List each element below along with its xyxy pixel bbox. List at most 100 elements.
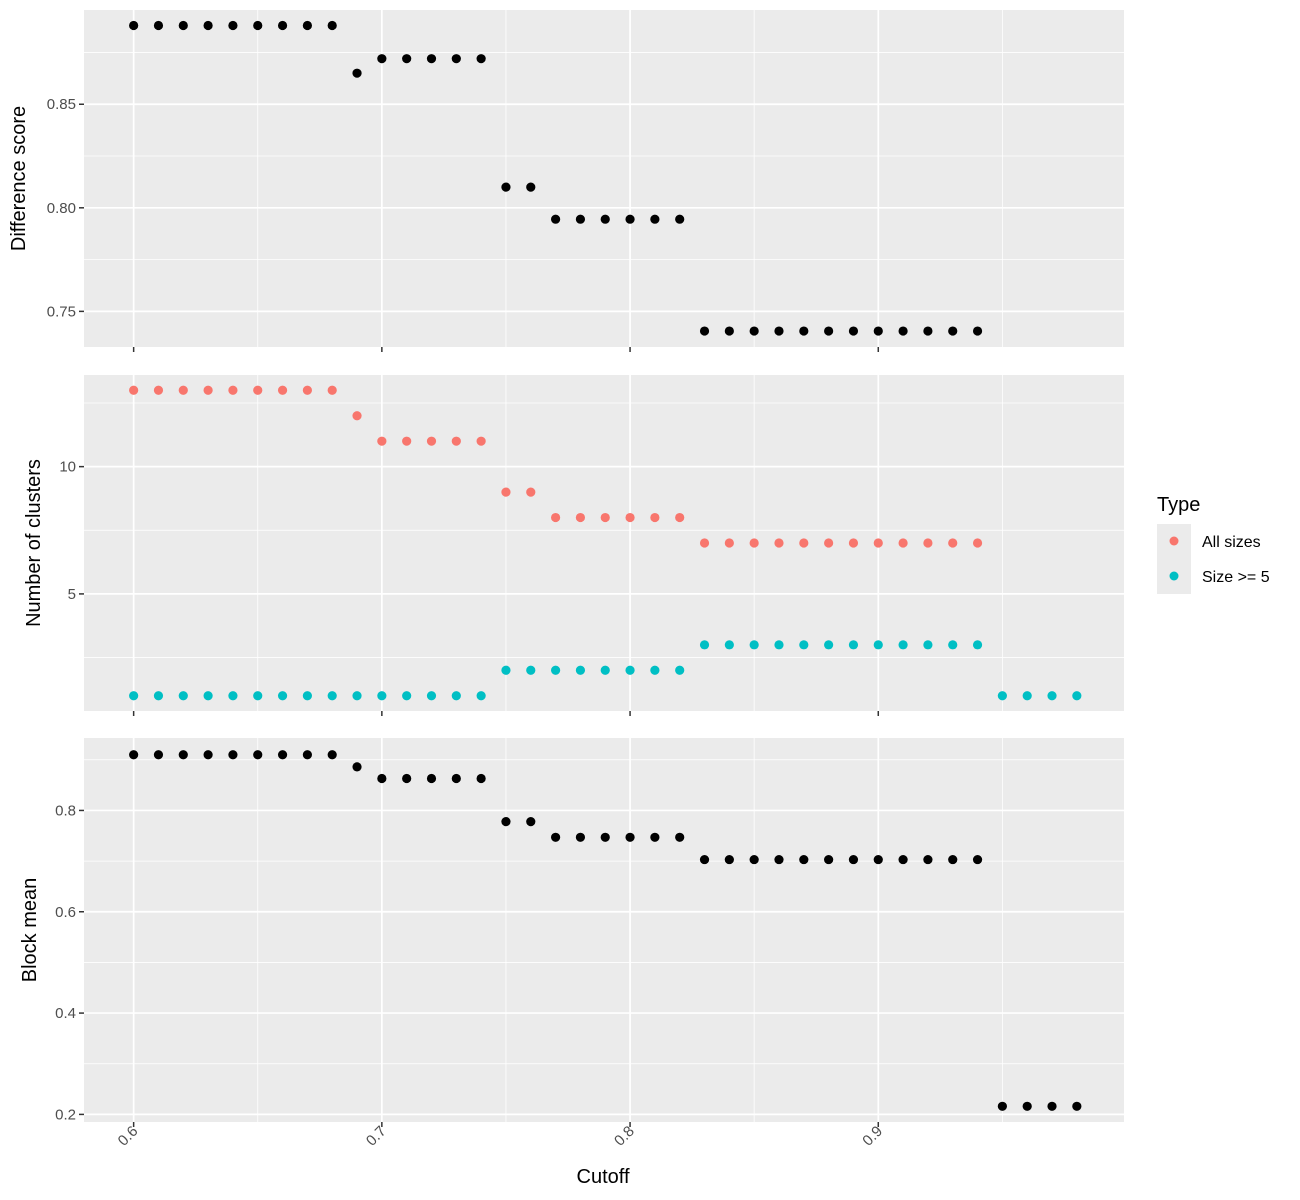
data-point: [302, 750, 312, 760]
legend: Type All sizes Size >= 5: [1157, 494, 1270, 594]
data-point: [377, 773, 387, 784]
y-tick-label: 0.80: [47, 200, 76, 217]
data-point: [253, 691, 263, 701]
y-tick-label: 0.8: [55, 802, 76, 819]
data-point: [948, 326, 958, 336]
data-point: [625, 665, 635, 675]
data-point: [526, 665, 536, 675]
panel-background: [84, 10, 1124, 347]
data-point: [848, 326, 859, 336]
data-point: [749, 538, 759, 548]
data-point: [1072, 1101, 1082, 1111]
data-point: [824, 326, 834, 336]
data-point: [426, 54, 437, 64]
data-point: [650, 512, 660, 523]
data-point: [898, 538, 908, 548]
data-point: [129, 385, 139, 395]
data-point: [575, 832, 586, 842]
series-1: [129, 20, 983, 336]
data-point: [153, 385, 164, 395]
data-point: [873, 854, 883, 865]
data-point: [923, 854, 933, 865]
y-axis-title: Number of clusters: [23, 459, 45, 627]
data-point: [451, 773, 461, 784]
data-point: [327, 385, 337, 395]
data-point: [799, 538, 809, 548]
data-point: [526, 487, 536, 497]
series-1: [129, 750, 1082, 1111]
data-point: [377, 54, 387, 64]
data-point: [178, 691, 188, 701]
y-tick-label: 0.85: [47, 96, 76, 113]
y-tick-label: 0.2: [55, 1106, 76, 1123]
data-point: [451, 436, 461, 446]
data-point: [724, 538, 734, 548]
data-point: [501, 816, 511, 827]
data-point: [352, 411, 362, 421]
data-point: [550, 832, 561, 842]
data-point: [699, 538, 710, 548]
data-point: [575, 512, 586, 523]
data-point: [178, 385, 188, 395]
data-point: [625, 214, 635, 224]
data-point: [228, 691, 238, 701]
legend-key-size-5-dot: [1169, 571, 1179, 581]
data-point: [203, 750, 213, 760]
data-point: [749, 854, 759, 865]
data-point: [1022, 1101, 1032, 1111]
data-point: [277, 750, 288, 760]
data-point: [153, 691, 164, 701]
data-point: [575, 214, 586, 224]
data-point: [550, 512, 561, 523]
data-point: [873, 326, 883, 336]
data-point: [402, 691, 412, 701]
data-point: [302, 20, 312, 31]
data-point: [774, 326, 784, 336]
data-point: [898, 326, 908, 336]
x-tick-label: 0.8: [611, 1123, 638, 1150]
data-point: [600, 214, 610, 224]
series-2: [129, 640, 1082, 701]
data-point: [799, 854, 809, 865]
data-point: [699, 326, 710, 336]
data-point: [997, 691, 1007, 701]
data-point: [451, 54, 461, 64]
data-point: [774, 640, 784, 650]
data-point: [650, 832, 660, 842]
data-point: [972, 640, 983, 650]
data-point: [848, 854, 859, 865]
data-point: [600, 832, 610, 842]
data-point: [774, 854, 784, 865]
data-point: [302, 691, 312, 701]
data-point: [724, 326, 734, 336]
data-point: [153, 750, 164, 760]
data-point: [352, 762, 362, 772]
data-point: [277, 20, 288, 31]
data-point: [898, 854, 908, 865]
x-tick-label: 0.6: [115, 1123, 142, 1150]
y-tick-label: 10: [59, 459, 76, 476]
data-point: [327, 20, 337, 31]
data-point: [699, 640, 710, 650]
data-point: [600, 665, 610, 675]
data-point: [451, 691, 461, 701]
data-point: [277, 691, 288, 701]
series-1: [129, 385, 983, 548]
data-point: [972, 854, 983, 865]
data-point: [972, 326, 983, 336]
data-point: [277, 385, 288, 395]
panel-2: 5 10 Number of clusters: [23, 375, 1124, 716]
data-point: [824, 854, 834, 865]
data-point: [178, 750, 188, 760]
data-point: [476, 54, 486, 64]
data-point: [228, 750, 238, 760]
data-point: [302, 385, 312, 395]
data-point: [501, 665, 511, 675]
data-point: [948, 640, 958, 650]
data-point: [426, 691, 437, 701]
data-point: [377, 691, 387, 701]
legend-title: Type: [1157, 494, 1200, 516]
data-point: [824, 538, 834, 548]
data-point: [650, 665, 660, 675]
